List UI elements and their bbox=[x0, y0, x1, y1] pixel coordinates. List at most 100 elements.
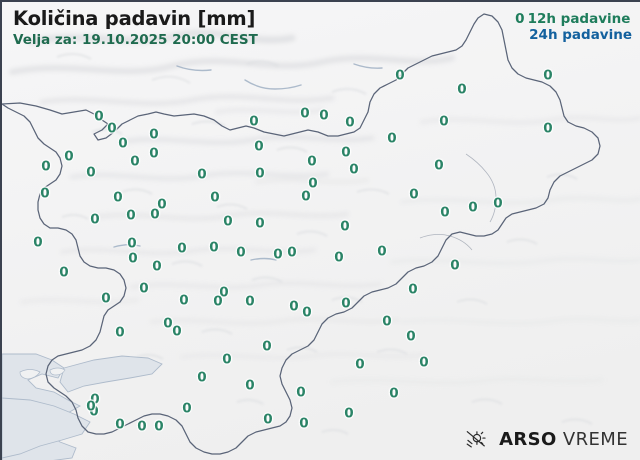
station-value[interactable]: 0 bbox=[94, 108, 104, 125]
station-value[interactable]: 0 bbox=[130, 153, 140, 170]
station-value[interactable]: 0 bbox=[457, 81, 467, 98]
station-value[interactable]: 0 bbox=[255, 215, 265, 232]
station-value[interactable]: 0 bbox=[301, 188, 311, 205]
brand-wordmark: ARSO VREME bbox=[499, 429, 628, 450]
station-value[interactable]: 0 bbox=[113, 189, 123, 206]
station-value[interactable]: 0 bbox=[152, 258, 162, 275]
station-value[interactable]: 0 bbox=[115, 416, 125, 433]
station-value[interactable]: 0 bbox=[209, 239, 219, 256]
station-value[interactable]: 0 bbox=[287, 244, 297, 261]
station-value[interactable]: 0 bbox=[340, 218, 350, 235]
station-value[interactable]: 0 bbox=[154, 418, 164, 435]
station-value[interactable]: 0 bbox=[389, 385, 399, 402]
station-value[interactable]: 0 bbox=[245, 293, 255, 310]
station-value[interactable]: 0 bbox=[172, 323, 182, 340]
station-value[interactable]: 0 bbox=[139, 280, 149, 297]
station-value[interactable]: 0 bbox=[254, 138, 264, 155]
station-value[interactable]: 0 bbox=[126, 207, 136, 224]
station-value[interactable]: 0 bbox=[197, 166, 207, 183]
station-value[interactable]: 0 bbox=[468, 199, 478, 216]
station-value[interactable]: 0 bbox=[450, 257, 460, 274]
station-value[interactable]: 0 bbox=[377, 243, 387, 260]
station-value[interactable]: 0 bbox=[115, 324, 125, 341]
station-value[interactable]: 0 bbox=[128, 250, 138, 267]
brand-footer: ARSO VREME bbox=[465, 428, 628, 450]
station-value[interactable]: 0 bbox=[263, 411, 273, 428]
station-value[interactable]: 0 bbox=[296, 384, 306, 401]
station-value[interactable]: 0 bbox=[107, 120, 117, 137]
station-value[interactable]: 0 bbox=[86, 164, 96, 181]
station-value[interactable]: 0 bbox=[382, 313, 392, 330]
station-value[interactable]: 0 bbox=[90, 211, 100, 228]
station-value[interactable]: 0 bbox=[137, 418, 147, 435]
sun-slashed-icon bbox=[466, 431, 486, 448]
station-value[interactable]: 0 bbox=[334, 249, 344, 266]
station-value[interactable]: 0 bbox=[395, 67, 405, 84]
station-value[interactable]: 0 bbox=[182, 400, 192, 417]
station-value[interactable]: 0 bbox=[40, 185, 50, 202]
station-value[interactable]: 0 bbox=[307, 153, 317, 170]
station-value[interactable]: 0 bbox=[409, 186, 419, 203]
station-value[interactable]: 0 bbox=[210, 189, 220, 206]
station-value[interactable]: 0 bbox=[149, 145, 159, 162]
station-value[interactable]: 0 bbox=[289, 298, 299, 315]
station-value[interactable]: 0 bbox=[419, 354, 429, 371]
internal-boundaries bbox=[419, 153, 497, 251]
station-value[interactable]: 0 bbox=[249, 113, 259, 130]
station-value[interactable]: 0 bbox=[222, 351, 232, 368]
station-value[interactable]: 0 bbox=[349, 161, 359, 178]
station-value[interactable]: 0 bbox=[341, 295, 351, 312]
sea-inlet bbox=[59, 355, 163, 393]
country-border-slovenia bbox=[2, 13, 601, 455]
station-value[interactable]: 0 bbox=[64, 148, 74, 165]
station-value[interactable]: 0 bbox=[255, 165, 265, 182]
station-value[interactable]: 0 bbox=[219, 284, 229, 301]
station-value[interactable]: 0 bbox=[245, 377, 255, 394]
station-value[interactable]: 0 bbox=[387, 130, 397, 147]
station-value[interactable]: 0 bbox=[355, 356, 365, 373]
station-value[interactable]: 0 bbox=[223, 213, 233, 230]
station-value[interactable]: 0 bbox=[86, 398, 96, 415]
station-value[interactable]: 0 bbox=[341, 144, 351, 161]
station-value[interactable]: 0 bbox=[236, 244, 246, 261]
station-value[interactable]: 0 bbox=[118, 135, 128, 152]
station-value[interactable]: 0 bbox=[439, 113, 449, 130]
station-value[interactable]: 0 bbox=[543, 120, 553, 137]
station-value[interactable]: 0 bbox=[308, 175, 318, 192]
sea-bay-south bbox=[2, 397, 91, 459]
station-value[interactable]: 0 bbox=[213, 293, 223, 310]
station-value[interactable]: 0 bbox=[33, 234, 43, 251]
station-value[interactable]: 0 bbox=[197, 369, 207, 386]
hydrography bbox=[113, 63, 383, 261]
station-value[interactable]: 0 bbox=[440, 204, 450, 221]
station-value[interactable]: 0 bbox=[90, 391, 100, 408]
station-value[interactable]: 0 bbox=[344, 405, 354, 422]
station-value[interactable]: 0 bbox=[262, 338, 272, 355]
station-value[interactable]: 0 bbox=[299, 415, 309, 432]
station-value[interactable]: 0 bbox=[434, 157, 444, 174]
brand-name-arso: ARSO bbox=[499, 428, 557, 450]
station-value[interactable]: 0 bbox=[101, 290, 111, 307]
station-value[interactable]: 0 bbox=[59, 264, 69, 281]
station-value[interactable]: 0 bbox=[157, 196, 167, 213]
station-value[interactable]: 0 bbox=[179, 292, 189, 309]
station-value[interactable]: 0 bbox=[127, 235, 137, 252]
station-value[interactable]: 0 bbox=[408, 281, 418, 298]
station-value[interactable]: 0 bbox=[319, 107, 329, 124]
station-value[interactable]: 0 bbox=[302, 304, 312, 321]
station-value[interactable]: 0 bbox=[177, 240, 187, 257]
station-value[interactable]: 0 bbox=[163, 315, 173, 332]
station-value[interactable]: 0 bbox=[300, 105, 310, 122]
station-value[interactable]: 0 bbox=[150, 206, 160, 223]
station-value[interactable]: 0 bbox=[493, 195, 503, 212]
station-value[interactable]: 0 bbox=[345, 114, 355, 131]
station-value[interactable]: 0 bbox=[273, 246, 283, 263]
station-value[interactable]: 0 bbox=[89, 403, 99, 420]
station-value[interactable]: 0 bbox=[406, 328, 416, 345]
station-value[interactable]: 0 bbox=[41, 158, 51, 175]
brand-name-vreme: VREME bbox=[562, 428, 628, 450]
station-value[interactable]: 0 bbox=[149, 126, 159, 143]
station-value[interactable]: 0 bbox=[543, 67, 553, 84]
